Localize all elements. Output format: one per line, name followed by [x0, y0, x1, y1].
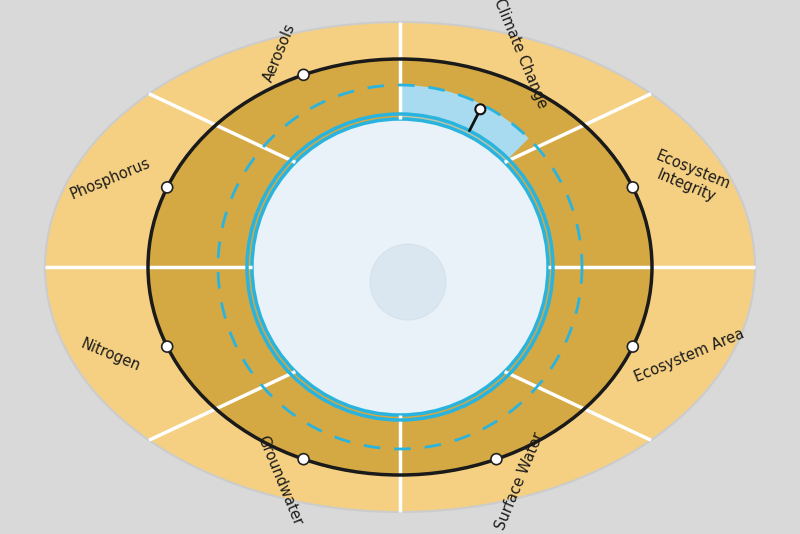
Circle shape — [627, 182, 638, 193]
Ellipse shape — [27, 7, 773, 527]
Ellipse shape — [45, 22, 755, 512]
Text: Surface Water: Surface Water — [493, 430, 547, 532]
Circle shape — [627, 341, 638, 352]
Circle shape — [298, 69, 309, 80]
Circle shape — [370, 244, 446, 320]
Text: Nitrogen: Nitrogen — [78, 336, 142, 374]
Circle shape — [162, 341, 173, 352]
Text: Groundwater: Groundwater — [254, 434, 306, 528]
Ellipse shape — [148, 59, 652, 475]
Circle shape — [162, 182, 173, 193]
Circle shape — [298, 454, 309, 465]
Polygon shape — [400, 114, 508, 162]
Ellipse shape — [252, 119, 548, 415]
Polygon shape — [400, 85, 529, 159]
Text: Ecosystem Area: Ecosystem Area — [633, 326, 746, 385]
Ellipse shape — [252, 119, 548, 415]
Text: Climate Change: Climate Change — [490, 0, 550, 110]
Text: Phosphorus: Phosphorus — [68, 155, 153, 202]
Text: Ecosystem
Integrity: Ecosystem Integrity — [647, 148, 732, 208]
Circle shape — [475, 104, 486, 114]
Text: Aerosols: Aerosols — [262, 22, 298, 84]
Circle shape — [491, 454, 502, 465]
